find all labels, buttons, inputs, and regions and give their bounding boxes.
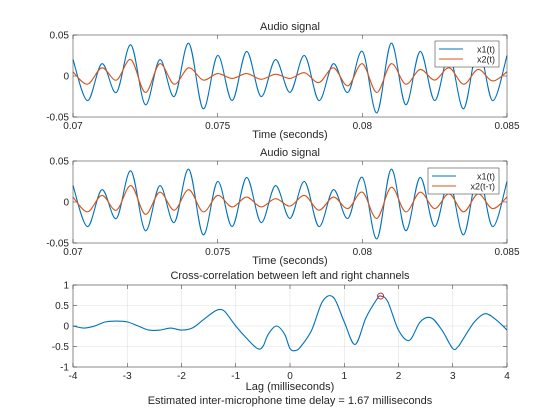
y-tick-label: 1 [63, 281, 69, 292]
series-line [72, 295, 508, 352]
y-tick-label: -0.5 [52, 342, 70, 353]
y-tick-label: 0.5 [55, 301, 69, 312]
x-tick-label: 0.075 [205, 247, 230, 258]
x-tick-label: 0.07 [63, 121, 83, 132]
y-tick-label: 0 [63, 198, 69, 209]
x-tick-label: 0.085 [494, 247, 519, 258]
subplot-audio-signal-1: Audio signal Time (seconds) 0.07 0.075 0.0… [46, 21, 520, 141]
legend-box [434, 40, 500, 68]
subplot-3-series [72, 292, 508, 352]
subplot-2-frame [72, 160, 508, 244]
subplot-3-title: Cross-correlation between left and right… [170, 270, 410, 282]
y-tick-label: -0.05 [46, 239, 69, 250]
subplot-1-series [72, 42, 508, 114]
x-tick-label: 4 [504, 371, 510, 382]
legend-label: x2(t-τ) [470, 182, 495, 192]
subplot-3-xlabel: Lag (milliseconds) [246, 381, 335, 393]
subplot-3-xticks: -4 -3 -2 -1 0 1 2 3 4 [69, 285, 510, 382]
y-tick-label: -1 [60, 363, 69, 374]
subplot-1-legend: x1(t)x2(t) [434, 40, 500, 68]
subplot-cross-correlation: Cross-correlation between left and right… [52, 270, 510, 407]
x-tick-label: 0.08 [353, 121, 373, 132]
x-tick-label: 0.08 [353, 247, 373, 258]
x-tick-label: 2 [396, 371, 402, 382]
legend-box [427, 167, 500, 195]
subplot-1-frame [72, 34, 508, 118]
x-tick-label: 3 [450, 371, 456, 382]
legend-label: x1(t) [477, 172, 495, 182]
subplot-3-annotation: Estimated inter-microphone time delay = … [148, 395, 433, 407]
x-tick-label: 0.07 [63, 247, 83, 258]
y-tick-label: 0.05 [50, 157, 70, 168]
series-line [72, 168, 508, 240]
series-line [72, 42, 508, 114]
y-tick-label: 0.05 [50, 31, 70, 42]
x-tick-label: -3 [123, 371, 132, 382]
y-tick-label: -0.05 [46, 113, 69, 124]
x-tick-label: 0.075 [205, 121, 230, 132]
subplot-1-xlabel: Time (seconds) [252, 129, 327, 141]
y-tick-label: 0 [63, 72, 69, 83]
legend-label: x2(t) [477, 55, 495, 65]
series-line [72, 185, 508, 219]
y-tick-label: 0 [63, 322, 69, 333]
subplot-2-legend: x1(t)x2(t-τ) [427, 167, 500, 195]
legend-label: x1(t) [477, 45, 495, 55]
x-tick-label: 1 [341, 371, 347, 382]
x-tick-label: -1 [231, 371, 240, 382]
subplot-2-series [72, 168, 508, 240]
x-tick-label: -2 [177, 371, 186, 382]
subplot-2-title: Audio signal [260, 147, 320, 159]
x-tick-label: 0.085 [494, 121, 519, 132]
subplot-2-xlabel: Time (seconds) [252, 255, 327, 267]
peak-marker [377, 292, 385, 300]
series-line [72, 59, 508, 93]
x-tick-label: -4 [69, 371, 78, 382]
x-tick-label: 0 [287, 371, 293, 382]
subplot-1-title: Audio signal [260, 21, 320, 33]
subplot-3-frame [72, 284, 508, 368]
subplot-audio-signal-2: Audio signal Time (seconds) 0.07 0.075 0.0… [46, 147, 520, 267]
